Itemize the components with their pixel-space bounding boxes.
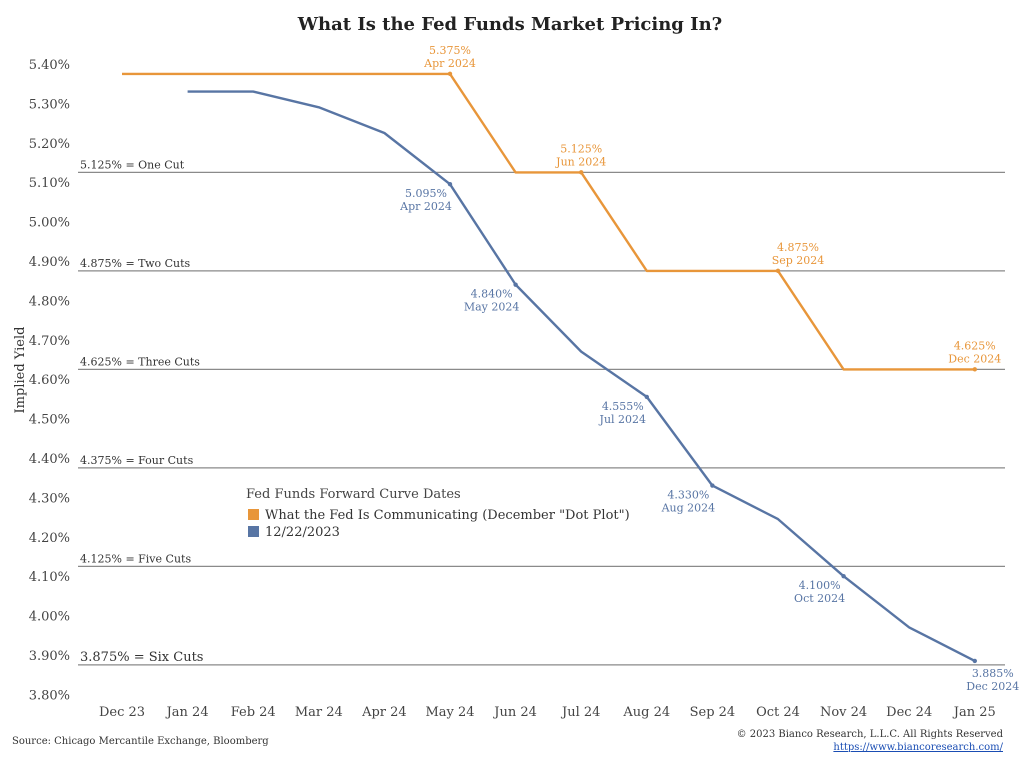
x-tick-label: Jan 25 <box>952 705 996 720</box>
x-tick-label: Oct 24 <box>756 705 800 720</box>
y-tick-label: 4.80% <box>29 294 70 309</box>
annotation-value: 4.840% <box>471 288 513 301</box>
x-tick-label: Jan 24 <box>165 705 209 720</box>
annotation-value: 3.885% <box>972 667 1014 680</box>
x-tick-label: Dec 23 <box>99 705 145 720</box>
y-tick-label: 4.70% <box>29 334 70 349</box>
data-point <box>644 394 649 400</box>
y-tick-label: 4.60% <box>29 373 70 388</box>
y-tick-label: 4.10% <box>29 570 70 585</box>
y-tick-label: 5.40% <box>29 58 70 73</box>
y-axis-ticks: 5.40% 5.30% 5.20% 5.10% 5.00% 4.90% 4.80% 4.70%… <box>29 58 70 703</box>
annotation-date: May 2024 <box>464 301 520 314</box>
data-point <box>447 181 453 187</box>
reference-line-label: 5.125% = One Cut <box>80 158 185 171</box>
x-tick-label: Jun 24 <box>492 705 537 720</box>
forward-curve-line <box>187 90 976 662</box>
x-tick-label: Apr 24 <box>361 705 407 720</box>
annotation-value: 4.625% <box>954 339 996 352</box>
data-point <box>513 282 518 287</box>
legend-swatch <box>248 509 259 520</box>
y-tick-label: 4.30% <box>29 491 70 506</box>
x-tick-label: Aug 24 <box>622 705 670 720</box>
x-tick-label: Feb 24 <box>231 705 276 720</box>
data-point <box>775 268 781 274</box>
data-point <box>972 658 977 664</box>
y-tick-label: 4.40% <box>29 452 70 467</box>
x-axis-ticks: Dec 23 Jan 24 Feb 24 Mar 24 Apr 24 May 24 Jun … <box>99 705 996 720</box>
x-tick-label: Sep 24 <box>690 705 736 720</box>
y-tick-label: 4.90% <box>29 255 70 270</box>
annotation-date: Jun 2024 <box>555 155 606 168</box>
source-note: Source: Chicago Mercantile Exchange, Blo… <box>12 736 269 747</box>
legend-entry: What the Fed Is Communicating (December … <box>265 508 630 523</box>
x-tick-label: Jul 24 <box>560 705 600 720</box>
legend: Fed Funds Forward Curve Dates What the F… <box>246 487 630 540</box>
annotation-date: Dec 2024 <box>948 352 1001 365</box>
data-point <box>579 170 584 175</box>
annotation-date: Dec 2024 <box>966 680 1019 693</box>
annotation-value: 5.375% <box>429 44 471 57</box>
x-tick-label: Nov 24 <box>820 705 867 720</box>
annotation-value: 4.100% <box>799 579 841 592</box>
data-point <box>841 574 846 579</box>
copyright-note: © 2023 Bianco Research, L.L.C. All Right… <box>737 729 1004 740</box>
annotation-value: 4.555% <box>602 400 644 413</box>
y-tick-label: 3.80% <box>29 688 70 703</box>
y-tick-label: 5.20% <box>29 137 70 152</box>
chart-title: What Is the Fed Funds Market Pricing In? <box>297 14 722 35</box>
annotation-date: Jul 2024 <box>599 413 647 426</box>
data-point <box>710 483 715 488</box>
reference-line-label: 4.625% = Three Cuts <box>80 355 200 368</box>
annotation-date: Aug 2024 <box>661 502 716 515</box>
fed-dot-plot-line <box>122 72 975 371</box>
annotation-date: Oct 2024 <box>794 592 845 605</box>
annotation-value: 5.095% <box>405 187 447 200</box>
x-tick-label: Mar 24 <box>295 705 343 720</box>
y-tick-label: 4.50% <box>29 413 70 428</box>
series-lines <box>122 72 976 662</box>
y-tick-label: 3.90% <box>29 649 70 664</box>
annotation-value: 5.125% <box>560 142 602 155</box>
annotation-value: 4.875% <box>777 241 819 254</box>
legend-swatch <box>248 526 259 537</box>
website-link[interactable]: https://www.biancoresearch.com/ <box>833 742 1003 753</box>
reference-line-label: 4.125% = Five Cuts <box>80 552 191 565</box>
x-tick-label: Dec 24 <box>886 705 932 720</box>
y-tick-label: 4.00% <box>29 610 70 625</box>
annotation-value: 4.330% <box>667 489 709 502</box>
y-tick-label: 5.00% <box>29 216 70 231</box>
annotation-date: Sep 2024 <box>772 254 825 267</box>
reference-line-label: 3.875% = Six Cuts <box>80 650 203 665</box>
legend-entry: 12/22/2023 <box>265 525 340 540</box>
legend-title: Fed Funds Forward Curve Dates <box>246 487 461 502</box>
data-point <box>447 71 453 77</box>
y-tick-label: 5.10% <box>29 176 70 191</box>
reference-line-label: 4.375% = Four Cuts <box>80 454 194 467</box>
x-tick-label: May 24 <box>425 705 474 720</box>
y-tick-label: 5.30% <box>29 97 70 112</box>
reference-lines: 5.125% = One Cut 4.875% = Two Cuts 4.625% … <box>78 158 1005 666</box>
annotation-date: Apr 2024 <box>399 200 452 213</box>
data-point <box>972 367 977 372</box>
y-axis-label: Implied Yield <box>13 327 28 414</box>
y-tick-label: 4.20% <box>29 531 70 546</box>
annotation-date: Apr 2024 <box>423 57 476 70</box>
reference-line-label: 4.875% = Two Cuts <box>80 257 191 270</box>
